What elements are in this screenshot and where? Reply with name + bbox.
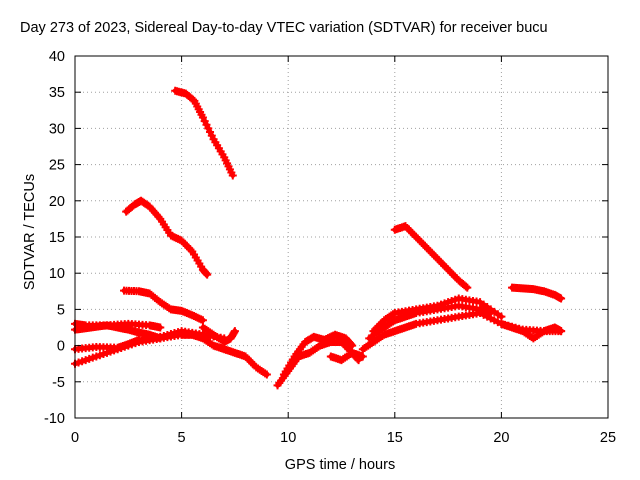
chart-title: Day 273 of 2023, Sidereal Day-to-day VTE… bbox=[20, 20, 548, 36]
series-track bbox=[123, 198, 210, 278]
data-point bbox=[228, 171, 237, 180]
grid bbox=[75, 56, 608, 418]
y-tick-label: 10 bbox=[49, 266, 65, 282]
y-tick-label: 25 bbox=[49, 158, 65, 174]
x-tick-label: 10 bbox=[280, 430, 296, 446]
series-arc-3 bbox=[120, 286, 207, 325]
data-point bbox=[203, 270, 212, 279]
data-point bbox=[198, 316, 207, 325]
y-tick-label: 30 bbox=[49, 121, 65, 137]
data-point bbox=[262, 370, 271, 379]
x-tick-label: 0 bbox=[71, 430, 79, 446]
data-point bbox=[358, 352, 367, 361]
data-point bbox=[497, 312, 506, 321]
y-axis-label: SDTVAR / TECUs bbox=[22, 173, 38, 291]
series-arc-18 bbox=[508, 283, 566, 303]
y-tick-label: -5 bbox=[52, 375, 65, 391]
series-arc-16 bbox=[390, 222, 472, 292]
series-arc-11 bbox=[279, 330, 357, 379]
data-point bbox=[230, 327, 239, 336]
y-tick-label: 0 bbox=[57, 339, 65, 355]
y-tick-label: 5 bbox=[57, 302, 65, 318]
data-point bbox=[557, 294, 566, 303]
data-point bbox=[463, 283, 472, 292]
series-arc-1 bbox=[171, 86, 237, 180]
y-tick-label: 35 bbox=[49, 85, 65, 101]
data-point bbox=[348, 341, 357, 350]
y-tick-label: 40 bbox=[49, 49, 65, 65]
y-tick-label: 20 bbox=[49, 194, 65, 210]
y-tick-label: -10 bbox=[44, 411, 65, 427]
series-arc-17 bbox=[497, 319, 566, 343]
data-point bbox=[557, 327, 566, 336]
axis-ticks: 0 5 10 15 20 25 -10 -5 0 5 10 15 20 25 30 35 40 bbox=[44, 49, 616, 446]
x-tick-label: 5 bbox=[178, 430, 186, 446]
data-point bbox=[461, 282, 470, 291]
series-arc-15 bbox=[369, 294, 506, 336]
x-tick-label: 25 bbox=[600, 430, 616, 446]
x-tick-label: 15 bbox=[387, 430, 403, 446]
data-point bbox=[347, 340, 356, 349]
series-arc-12 bbox=[326, 348, 367, 365]
series-arc-9 bbox=[198, 323, 239, 346]
series-arc-8 bbox=[177, 330, 271, 379]
y-tick-label: 15 bbox=[49, 230, 65, 246]
series-arc-2 bbox=[122, 196, 212, 279]
x-axis-label: GPS time / hours bbox=[284, 457, 396, 473]
data-point bbox=[156, 323, 165, 332]
x-tick-label: 20 bbox=[493, 430, 509, 446]
data-marks bbox=[71, 86, 566, 390]
